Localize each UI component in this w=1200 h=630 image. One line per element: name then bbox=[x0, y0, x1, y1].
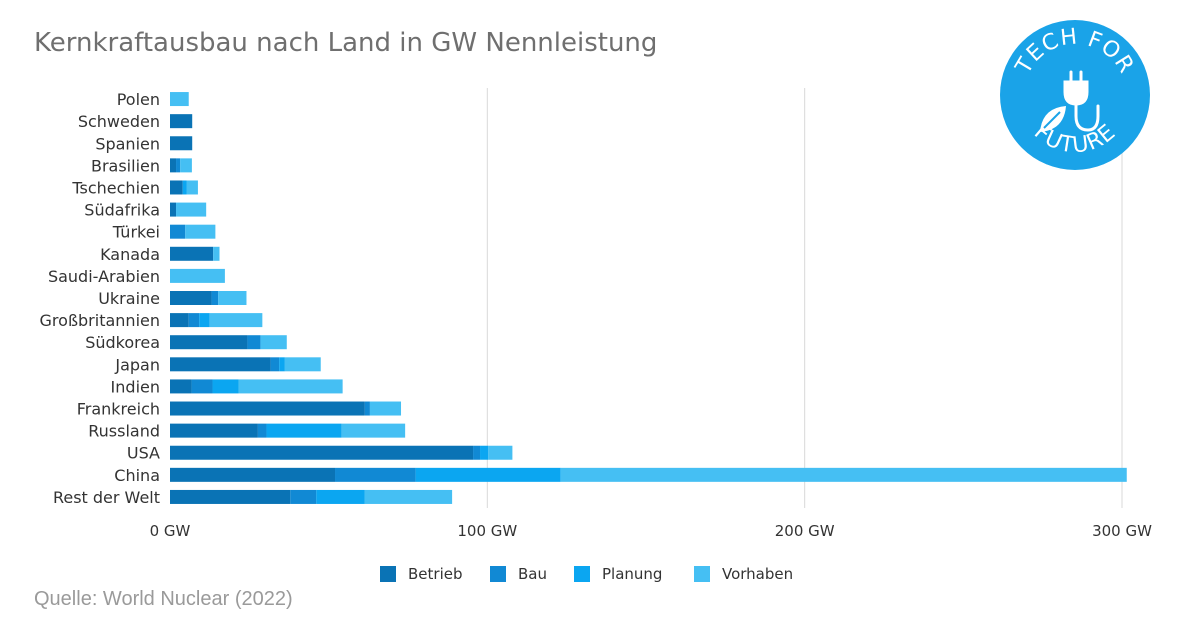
category-label: Saudi-Arabien bbox=[48, 267, 160, 286]
bar-segment bbox=[213, 246, 220, 261]
bar-segment bbox=[180, 158, 192, 173]
bar-segment bbox=[170, 401, 365, 416]
bar-segment bbox=[170, 202, 177, 217]
bar-segment bbox=[473, 445, 481, 460]
bar-segment bbox=[170, 92, 189, 107]
bar-segment bbox=[369, 401, 402, 416]
category-label: Kanada bbox=[100, 245, 160, 264]
tech-for-future-logo: TECH FOR FUTURE bbox=[1000, 20, 1150, 170]
bar-segment bbox=[212, 379, 239, 394]
bar-segment bbox=[176, 158, 181, 173]
category-label: Frankreich bbox=[77, 400, 160, 419]
plug-icon bbox=[1063, 70, 1100, 132]
x-tick-label: 200 GW bbox=[775, 522, 835, 540]
bar-segment bbox=[316, 489, 365, 504]
bar-segment bbox=[270, 357, 280, 372]
bar-segment bbox=[170, 467, 336, 482]
bar-segment bbox=[341, 423, 406, 438]
bars bbox=[170, 92, 1127, 504]
category-labels: Polen Schweden Spanien Brasilien Tschechien S… bbox=[40, 90, 161, 507]
chart-title: Kernkraftausbau nach Land in GW Nennleis… bbox=[34, 28, 658, 58]
legend: Betrieb Bau Planung Vorhaben bbox=[380, 565, 793, 583]
category-label: Polen bbox=[117, 90, 160, 109]
bar-segment bbox=[415, 467, 561, 482]
legend-swatch bbox=[380, 566, 396, 582]
legend-label: Bau bbox=[518, 565, 547, 583]
bar-segment bbox=[364, 401, 370, 416]
bar-segment bbox=[260, 335, 287, 350]
legend-swatch bbox=[574, 566, 590, 582]
bar-segment bbox=[176, 202, 207, 217]
bar-segment bbox=[191, 379, 213, 394]
bar-segment bbox=[170, 445, 474, 460]
bar-segment bbox=[170, 291, 212, 305]
category-label: Rest der Welt bbox=[53, 488, 160, 507]
bar-segment bbox=[170, 180, 183, 195]
legend-label: Betrieb bbox=[408, 565, 463, 583]
category-label: Spanien bbox=[95, 134, 160, 153]
bar-segment bbox=[170, 489, 291, 504]
legend-swatch bbox=[490, 566, 506, 582]
legend-swatch bbox=[694, 566, 710, 582]
category-label: USA bbox=[127, 444, 160, 463]
bar-segment bbox=[488, 445, 513, 460]
bar-segment bbox=[170, 246, 214, 261]
bar-segment bbox=[170, 268, 225, 283]
category-label: Indien bbox=[111, 377, 160, 396]
leaf-icon bbox=[1040, 106, 1066, 132]
bar-segment bbox=[257, 423, 267, 438]
category-label: Südkorea bbox=[85, 333, 160, 352]
category-label: Türkei bbox=[112, 223, 160, 242]
bar-segment bbox=[266, 423, 342, 438]
category-label: Brasilien bbox=[91, 156, 160, 175]
bar-segment bbox=[284, 357, 321, 372]
category-label: Südafrika bbox=[84, 201, 160, 220]
category-label: Russland bbox=[88, 422, 160, 441]
bar-segment bbox=[480, 445, 489, 460]
bar-segment bbox=[218, 291, 247, 305]
bar-segment bbox=[560, 467, 1127, 482]
bar-segment bbox=[247, 335, 261, 350]
category-label: Ukraine bbox=[98, 289, 160, 308]
bar-segment bbox=[185, 224, 216, 239]
bar-segment bbox=[364, 489, 453, 504]
bar-segment bbox=[170, 158, 177, 173]
category-label: Großbritannien bbox=[40, 311, 160, 330]
bar-segment bbox=[170, 357, 271, 372]
category-label: China bbox=[114, 466, 160, 485]
bar-segment bbox=[170, 379, 192, 394]
category-label: Schweden bbox=[78, 112, 160, 131]
category-label: Tschechien bbox=[71, 178, 160, 197]
bar-segment bbox=[170, 136, 193, 151]
x-tick-labels: 0 GW 100 GW 200 GW 300 GW bbox=[150, 522, 1152, 540]
bar-segment bbox=[170, 313, 189, 328]
bar-segment bbox=[279, 357, 285, 372]
bar-segment bbox=[182, 180, 187, 195]
bar-segment bbox=[170, 335, 248, 350]
bar-segment bbox=[170, 224, 186, 239]
bar-segment bbox=[188, 313, 200, 328]
category-label: Japan bbox=[114, 355, 160, 374]
bar-segment bbox=[170, 114, 193, 129]
x-tick-label: 300 GW bbox=[1092, 522, 1152, 540]
bar-segment bbox=[290, 489, 317, 504]
x-tick-label: 0 GW bbox=[150, 522, 191, 540]
legend-label: Planung bbox=[602, 565, 662, 583]
legend-label: Vorhaben bbox=[722, 565, 793, 583]
bar-segment bbox=[186, 180, 198, 195]
bar-segment bbox=[238, 379, 343, 394]
x-tick-label: 100 GW bbox=[457, 522, 517, 540]
source-note: Quelle: World Nuclear (2022) bbox=[34, 588, 293, 610]
bar-segment bbox=[211, 291, 219, 305]
bar-segment bbox=[335, 467, 416, 482]
gridlines bbox=[486, 88, 1123, 508]
bar-segment bbox=[209, 313, 263, 328]
bar-segment bbox=[199, 313, 210, 328]
bar-segment bbox=[170, 423, 258, 438]
